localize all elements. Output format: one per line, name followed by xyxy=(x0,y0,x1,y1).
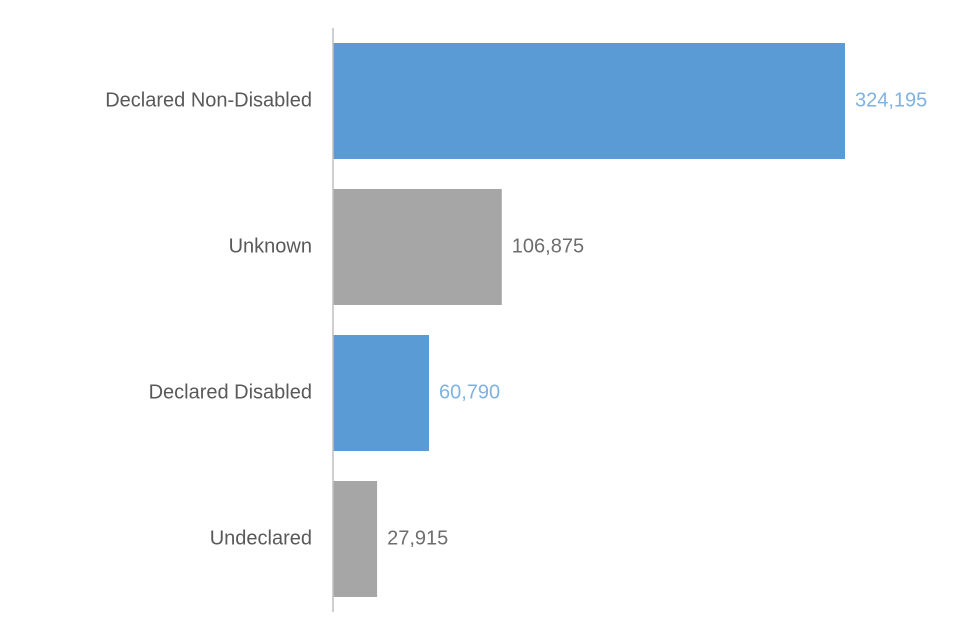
bar xyxy=(333,189,502,305)
category-label: Declared Disabled xyxy=(149,381,312,403)
data-label: 60,790 xyxy=(439,381,500,403)
category-label: Declared Non-Disabled xyxy=(105,89,312,111)
bar xyxy=(333,43,845,159)
bars-layer xyxy=(333,43,845,597)
category-label: Unknown xyxy=(229,235,312,257)
bar xyxy=(333,481,378,597)
data-label: 27,915 xyxy=(387,527,448,549)
data-label: 324,195 xyxy=(855,89,927,111)
data-label: 106,875 xyxy=(512,235,584,257)
bar xyxy=(333,335,430,451)
labels-layer: Declared Non-Disabled 324,195 Unknown 106,8… xyxy=(105,89,927,549)
category-label: Undeclared xyxy=(210,527,312,549)
